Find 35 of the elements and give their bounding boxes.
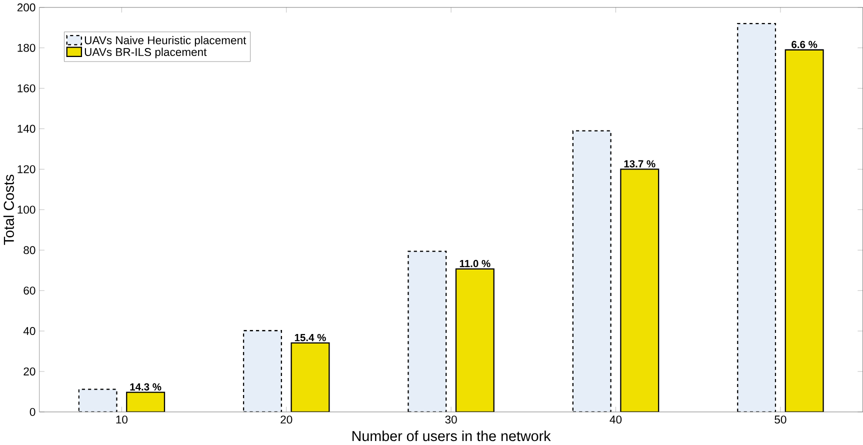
bar	[290, 342, 330, 412]
annotation: 15.4 %	[294, 334, 326, 342]
x-tick-label: 50	[774, 416, 786, 424]
annotation: 6.6 %	[792, 41, 818, 48]
y-tick-label: 180	[18, 44, 36, 52]
x-tick-label: 20	[280, 416, 292, 424]
bar	[455, 268, 494, 412]
y-tick-label: 20	[24, 368, 36, 376]
bar	[737, 23, 776, 412]
x-axis-title: Number of users in the network	[352, 430, 551, 442]
annotation: 14.3 %	[130, 384, 162, 391]
y-tick-label: 140	[18, 125, 36, 133]
bar	[242, 330, 282, 412]
y-tick-label: 0	[30, 408, 36, 416]
bar	[408, 250, 447, 412]
legend-label: UAVs Naive Heuristic placement	[84, 36, 246, 47]
y-tick-label: 80	[24, 246, 36, 254]
annotation: 13.7 %	[624, 160, 656, 168]
x-tick-label: 30	[445, 416, 457, 424]
x-tick-label: 40	[610, 416, 622, 424]
y-tick-label: 120	[18, 165, 36, 174]
annotation: 11.0 %	[460, 260, 490, 268]
bar	[572, 130, 612, 412]
bar	[126, 392, 166, 412]
y-tick-label: 200	[17, 4, 36, 12]
bar	[784, 50, 824, 412]
y-tick-label: 100	[18, 206, 36, 214]
x-tick-label: 10	[116, 416, 128, 424]
y-axis-title: Total Costs	[3, 174, 14, 246]
bar	[620, 168, 660, 412]
y-tick-label: 160	[18, 84, 36, 93]
y-tick-label: 40	[23, 327, 36, 336]
bar	[78, 388, 118, 412]
y-tick-label: 60	[24, 286, 36, 295]
legend-label: UAVs BR-ILS placement	[84, 48, 207, 58]
